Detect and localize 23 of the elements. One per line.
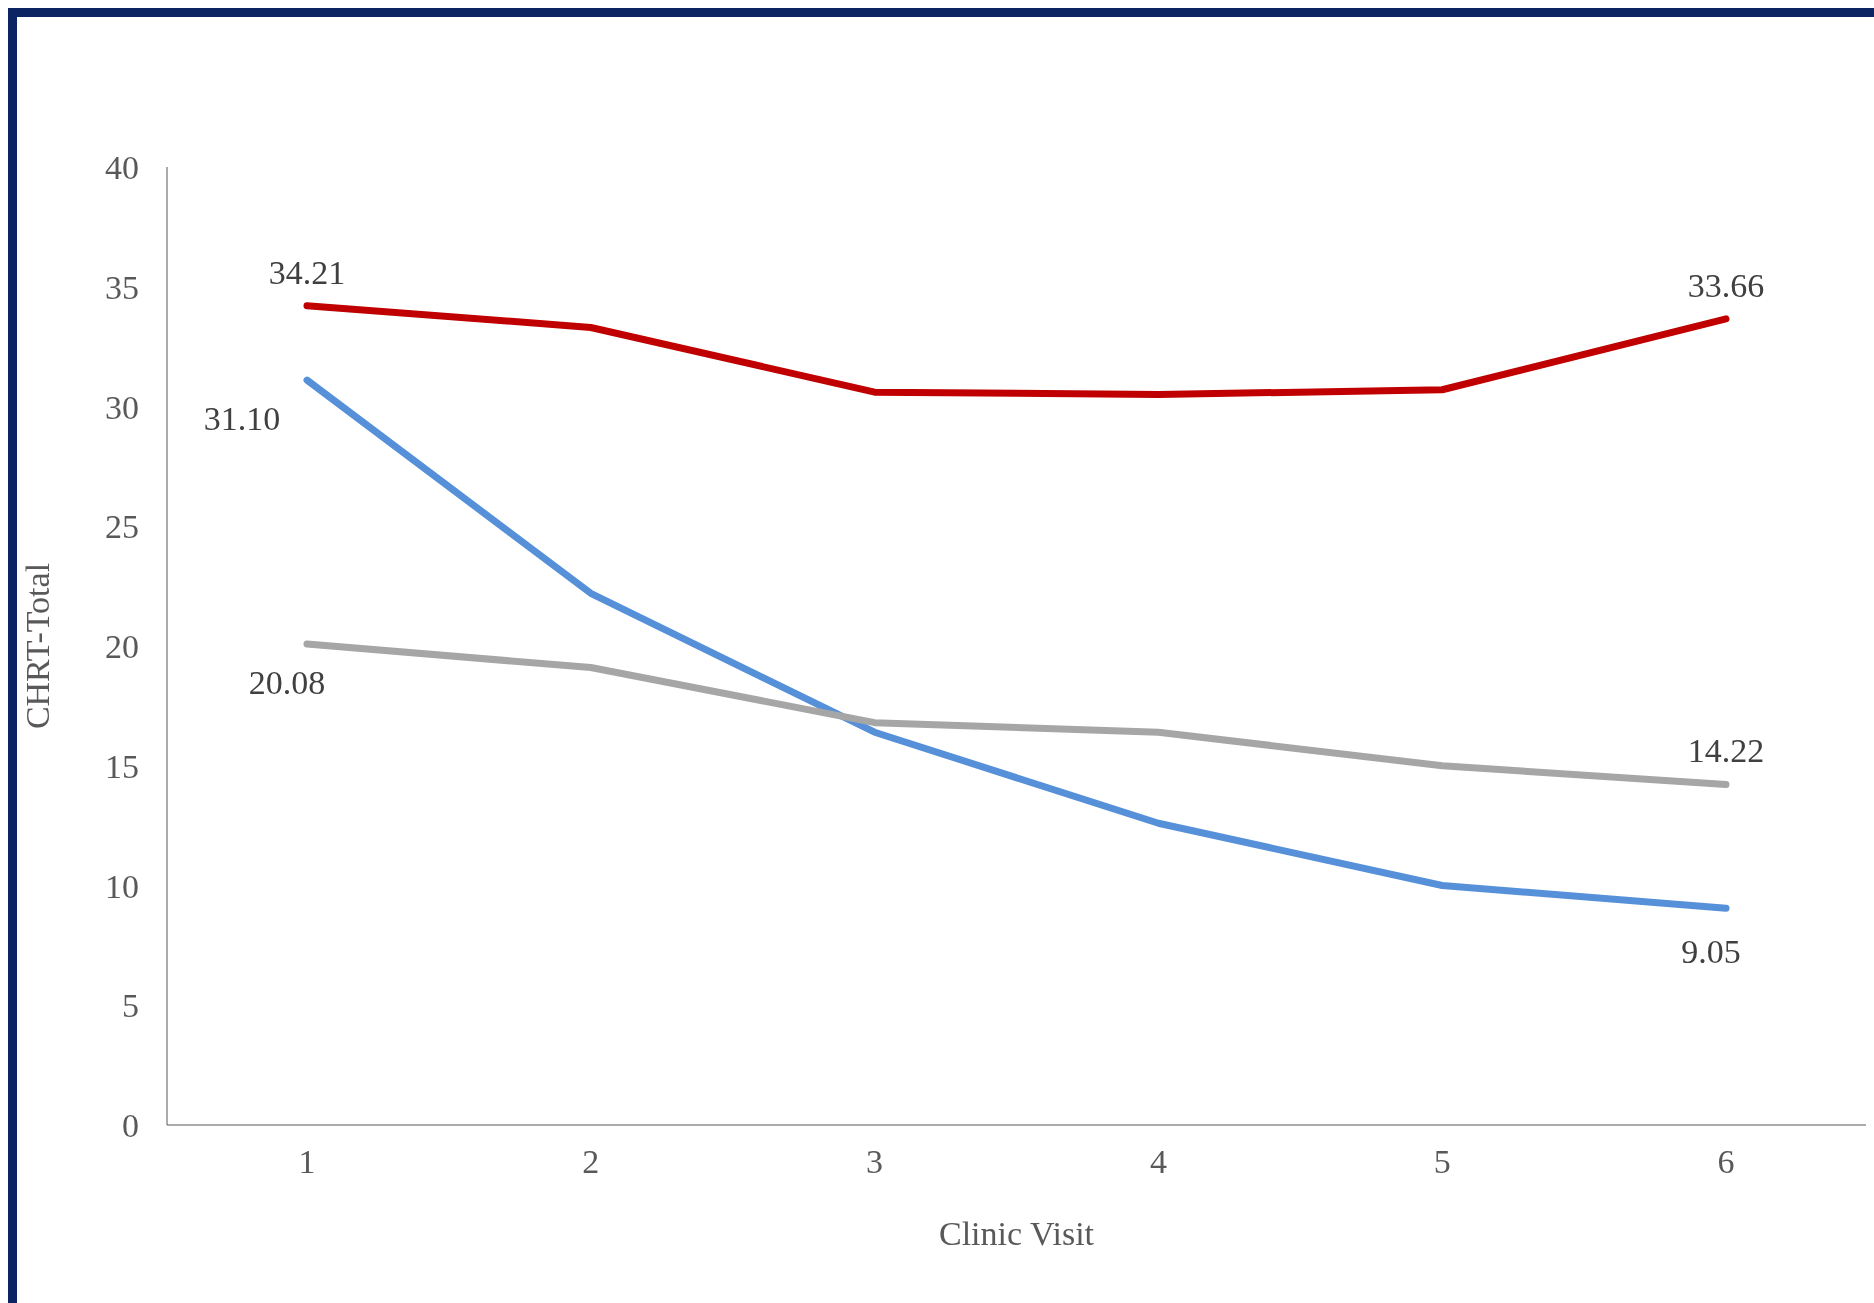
y-tick-label: 30 <box>105 388 139 426</box>
data-label: 9.05 <box>1681 933 1741 971</box>
data-label: 34.21 <box>268 253 346 291</box>
y-tick-label: 15 <box>105 747 139 785</box>
data-label: 31.10 <box>203 400 281 438</box>
x-axis-title: Clinic Visit <box>938 1215 1095 1252</box>
y-tick-label: 25 <box>105 508 139 546</box>
data-label: 33.66 <box>1687 266 1765 304</box>
data-label: 20.08 <box>248 664 326 702</box>
x-tick-label: 5 <box>1433 1143 1451 1181</box>
y-tick-label: 35 <box>105 268 139 306</box>
data-label: 14.22 <box>1687 732 1765 770</box>
y-tick-label: 40 <box>105 149 139 187</box>
y-tick-label: 5 <box>122 987 139 1025</box>
y-tick-label: 10 <box>105 867 139 905</box>
x-tick-label: 3 <box>866 1143 884 1181</box>
x-tick-label: 2 <box>582 1143 600 1181</box>
x-tick-label: 6 <box>1717 1143 1735 1181</box>
x-tick-label: 4 <box>1149 1143 1167 1181</box>
y-tick-label: 20 <box>105 628 139 666</box>
x-tick-label: 1 <box>298 1143 316 1181</box>
y-axis-title: CHRT-Total <box>19 562 57 730</box>
y-tick-label: 0 <box>122 1107 139 1145</box>
